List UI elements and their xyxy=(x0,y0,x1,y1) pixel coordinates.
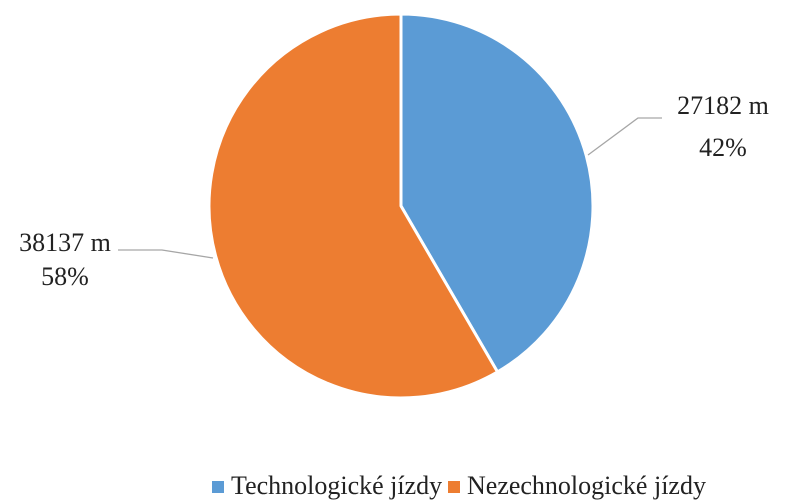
legend-swatch xyxy=(212,481,224,493)
pie-slice xyxy=(399,12,595,374)
leader-line xyxy=(118,249,214,259)
leader-line xyxy=(587,117,662,156)
legend-label: Nezechnologické jízdy xyxy=(467,471,706,500)
legend: Technologické jízdy Nezechnologické jízdy xyxy=(212,471,706,500)
pie xyxy=(207,12,595,400)
data-label: 42% xyxy=(699,133,747,162)
data-label: 58% xyxy=(41,262,89,291)
pie-slice xyxy=(207,12,500,400)
legend-label: Technologické jízdy xyxy=(231,471,442,500)
legend-swatch xyxy=(448,481,460,493)
data-label: 27182 m xyxy=(677,91,769,120)
data-label: 38137 m xyxy=(19,228,111,257)
